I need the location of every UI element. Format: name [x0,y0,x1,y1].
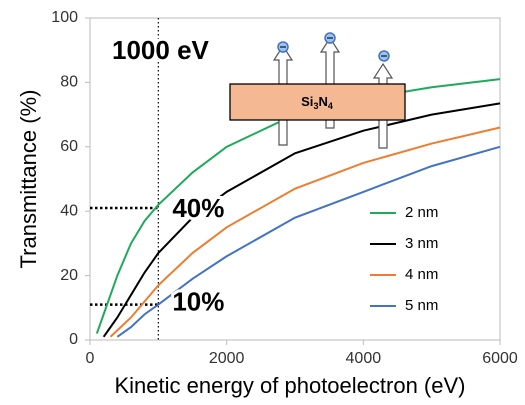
legend-label: 3 nm [405,235,438,252]
y-tick-label: 0 [69,331,78,348]
x-tick-label: 0 [86,350,95,367]
y-tick-label: 100 [51,9,78,26]
y-tick-label: 80 [60,74,78,91]
chart: Kinetic energy of photoelectron (eV) Tra… [0,0,525,405]
legend-label: 2 nm [405,204,438,221]
annotation: 1000 eV [112,35,210,65]
x-tick-label: 2000 [209,350,245,367]
x-axis-label: Kinetic energy of photoelectron (eV) [115,373,466,398]
legend-label: 5 nm [405,297,438,314]
plot-frame [90,18,500,340]
y-axis-label: Transmittance (%) [16,90,41,269]
y-tick-label: 40 [60,202,78,219]
x-tick-label: 6000 [482,350,518,367]
y-tick-label: 20 [60,267,78,284]
x-tick-label: 4000 [346,350,382,367]
legend-label: 4 nm [405,266,438,283]
annotation: 40% [172,193,224,223]
annotation: 10% [172,286,224,316]
inset-diagram: Si3N4 [230,33,405,148]
y-tick-label: 60 [60,138,78,155]
series-line [111,127,501,336]
